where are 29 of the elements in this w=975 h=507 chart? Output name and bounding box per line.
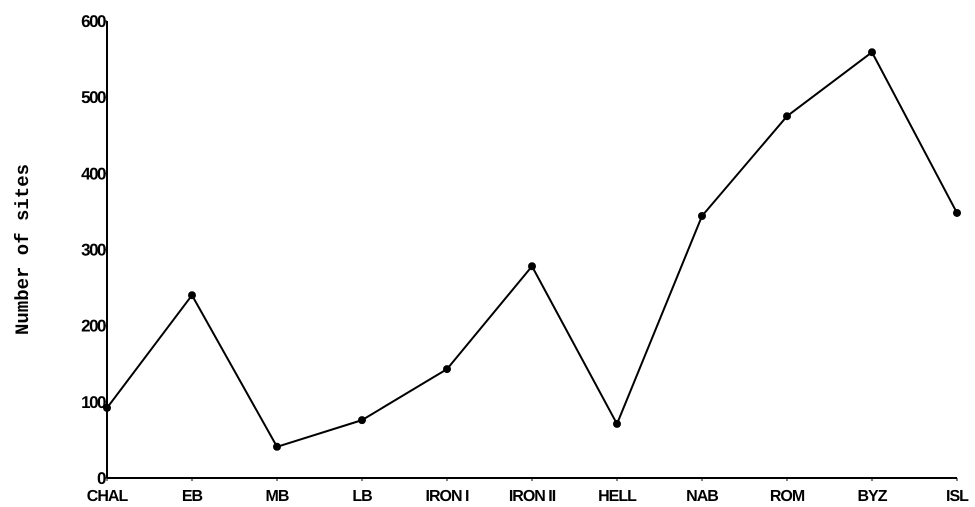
- x-tick-label: BYZ: [858, 488, 888, 505]
- x-tick-label: MB: [266, 488, 289, 505]
- x-tick-label: ISL: [946, 488, 970, 505]
- x-tick-label: HELL: [598, 488, 638, 505]
- y-axis-title: Number of sites: [12, 164, 34, 336]
- x-tick-label: IRON I: [426, 488, 469, 505]
- point: [868, 48, 876, 56]
- x-tick-label: EB: [182, 488, 203, 505]
- x-tick-label: IRON II: [508, 488, 556, 505]
- point: [188, 291, 196, 300]
- point: [528, 262, 536, 270]
- x-tick-label: LB: [352, 488, 372, 505]
- point: [273, 442, 281, 451]
- point: [358, 416, 366, 424]
- y-tick-label: 100: [81, 392, 106, 412]
- y-tick-label: 400: [81, 164, 106, 184]
- x-tick-label: ROM: [770, 488, 805, 505]
- y-tick-label: 600: [81, 12, 106, 31]
- point: [698, 212, 706, 220]
- x-tick-label: CHAL: [86, 488, 128, 505]
- point: [953, 208, 961, 217]
- y-tick-label: 300: [81, 240, 106, 260]
- y-tick-label: 500: [81, 88, 106, 108]
- point: [443, 365, 451, 374]
- y-tick-label: 0: [97, 468, 106, 488]
- y-tick-label: 200: [81, 316, 106, 336]
- point: [783, 112, 791, 120]
- point: [613, 420, 621, 428]
- x-tick-label: NAB: [686, 488, 718, 505]
